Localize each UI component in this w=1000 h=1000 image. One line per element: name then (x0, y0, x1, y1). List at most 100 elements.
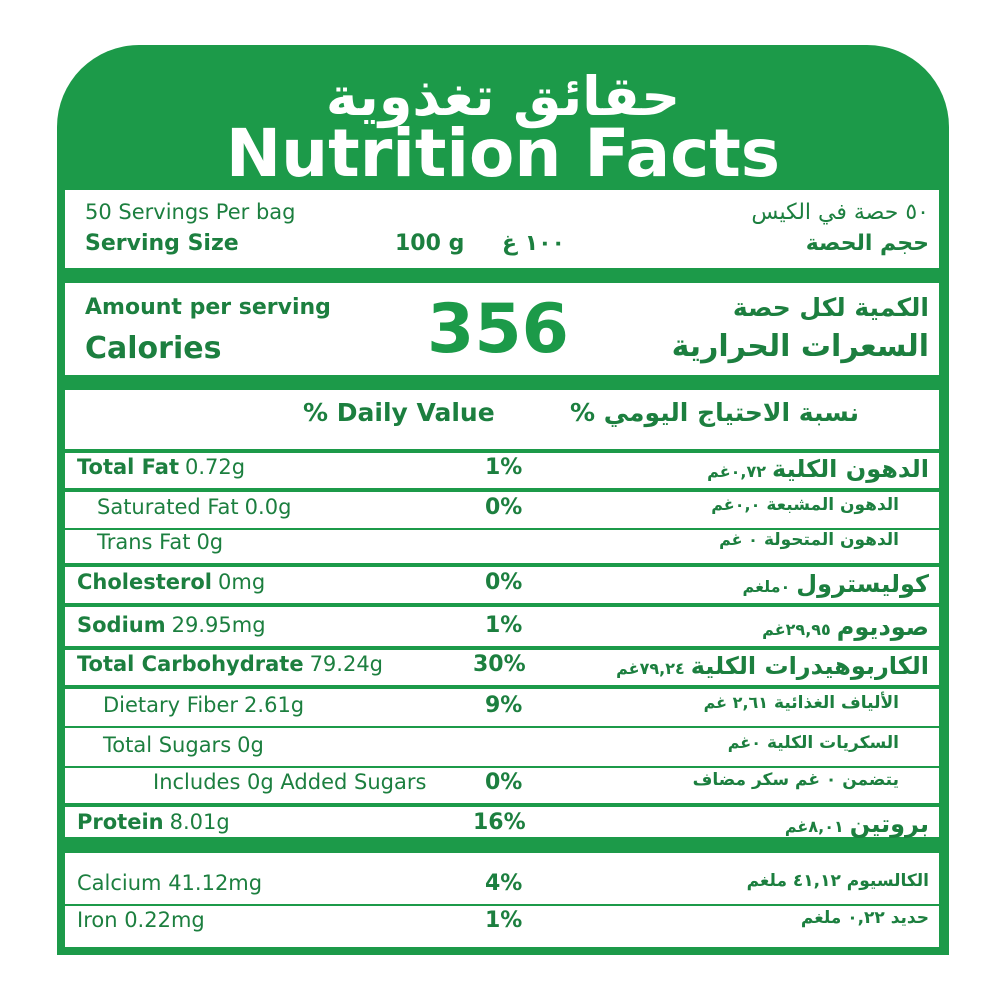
mineral-name-ar: حديد ٠,٢٢ ملغم (800, 908, 929, 928)
nutrient-name-en: Total Carbohydrate 79.24g (77, 652, 383, 676)
nutrient-name: Sodium (77, 613, 166, 637)
row-divider (65, 726, 939, 728)
nutrient-amount: 8.01g (169, 810, 230, 834)
nutrient-name-ar: الدهون المتحولة ٠ غم (719, 530, 899, 550)
nutrient-amount-arabic: ٠ غم (719, 530, 758, 549)
nutrient-amount: 0.72g (185, 455, 246, 479)
nutrient-amount: 0g (196, 530, 224, 554)
nutrient-name-en: Protein 8.01g (77, 810, 230, 834)
daily-value-header-ar: نسبة الاحتياج اليومي % (570, 398, 859, 427)
servings-per-container-en: 50 Servings Per bag (85, 200, 296, 224)
mineral-name-ar: الكالسيوم ٤١,١٢ ملغم (746, 871, 929, 891)
nutrient-amount-arabic: ٠,٧٢غم (707, 462, 767, 481)
nutrient-name-arabic: صوديوم (836, 613, 929, 641)
nutrient-percent: 0% (485, 570, 523, 595)
nutrient-name-ar: الألياف الغذائية ٢,٦١ غم (704, 693, 899, 713)
nutrient-name: Trans Fat (97, 530, 191, 554)
nutrient-name-ar: السكريات الكلية ٠غم (728, 733, 899, 753)
nutrient-percent: 9% (485, 693, 523, 718)
servings-section: 50 Servings Per bag ٥٠ حصة في الكيس Serv… (65, 190, 939, 268)
nutrient-amount: 79.24g (309, 652, 384, 676)
minerals-section: Calcium 41.12mg 4% الكالسيوم ٤١,١٢ ملغم Iro… (65, 853, 939, 947)
nutrient-name-arabic: الألياف الغذائية (774, 693, 899, 713)
nutrient-name-arabic: كوليسترول (796, 570, 929, 598)
nutrient-name: Total Fat (77, 455, 180, 479)
nutrient-amount: 29.95mg (171, 613, 266, 637)
nutrient-name-ar: كوليسترول ٠ملغم (743, 570, 929, 598)
nutrients-section: % Daily Value نسبة الاحتياج اليومي % Tot… (65, 390, 939, 838)
nutrient-amount-arabic: ٠غم (727, 733, 761, 752)
serving-size-label-ar: حجم الحصة (805, 231, 929, 256)
daily-value-header-en: % Daily Value (303, 398, 495, 427)
nutrient-name-en: Total Fat 0.72g (77, 455, 245, 479)
row-divider (65, 563, 939, 567)
amount-per-serving-en: Amount per serving (85, 295, 331, 320)
nutrient-amount-arabic: ٢,٦١ غم (703, 693, 769, 712)
nutrient-name-arabic: الكاربوهيدرات الكلية (690, 652, 929, 680)
nutrient-percent: 1% (485, 455, 523, 480)
calories-label-ar: السعرات الحرارية (671, 329, 929, 364)
row-divider (65, 646, 939, 650)
nutrient-name-arabic: الدهون المتحولة (763, 530, 899, 550)
nutrient-name-arabic: يتضمن ٠ غم سكر مضاف (692, 770, 899, 790)
nutrient-amount: 0.0g (244, 495, 292, 519)
row-divider (65, 904, 939, 906)
mineral-name-en: Iron 0.22mg (77, 908, 205, 932)
amount-per-serving-ar: الكمية لكل حصة (732, 293, 929, 322)
nutrient-name-en: Saturated Fat 0.0g (97, 495, 291, 519)
title-arabic: حقائق تغذوية (325, 65, 681, 128)
serving-size-label-en: Serving Size (85, 231, 239, 256)
nutrient-percent: 0% (485, 495, 523, 520)
nutrient-name-ar: الكاربوهيدرات الكلية ٧٩,٢٤غم (616, 652, 929, 680)
nutrient-amount-arabic: ٨,٠١غم (784, 817, 844, 836)
mineral-percent: 4% (485, 871, 523, 896)
nutrient-amount: 0g (237, 733, 264, 757)
row-divider (65, 488, 939, 492)
row-divider (65, 766, 939, 768)
nutrient-name-en: Includes 0g Added Sugars (153, 770, 432, 794)
serving-size-value-ar: ١٠٠ غ (502, 231, 565, 256)
nutrient-name-ar: بروتين ٨,٠١غم (785, 810, 929, 838)
nutrient-name: Dietary Fiber (103, 693, 239, 717)
nutrient-name-arabic: السكريات الكلية (766, 733, 899, 753)
calories-value: 356 (427, 290, 569, 369)
nutrition-label: حقائق تغذوية Nutrition Facts 50 Servings… (57, 45, 949, 955)
nutrient-amount-arabic: ٠,٠غم (711, 495, 761, 514)
nutrient-percent: 30% (473, 652, 526, 677)
nutrient-percent: 0% (485, 770, 523, 795)
mineral-percent: 1% (485, 908, 523, 933)
nutrient-name: Cholesterol (77, 570, 212, 594)
nutrient-amount-arabic: ٢٩,٩٥غم (762, 620, 831, 639)
row-divider (65, 603, 939, 607)
serving-size-value-en: 100 g (395, 231, 465, 256)
nutrient-name: Protein (77, 810, 164, 834)
servings-per-container-ar: ٥٠ حصة في الكيس (751, 200, 929, 225)
title-english: Nutrition Facts (225, 115, 781, 192)
nutrient-name-ar: يتضمن ٠ غم سكر مضاف (687, 770, 899, 790)
nutrient-name: Saturated Fat (97, 495, 239, 519)
nutrient-name-en: Trans Fat 0g (97, 530, 223, 554)
nutrient-amount: 2.61g (244, 693, 305, 717)
nutrient-percent: 1% (485, 613, 523, 638)
nutrient-name-ar: الدهون المشبعة ٠,٠غم (711, 495, 899, 515)
nutrient-name-en: Dietary Fiber 2.61g (103, 693, 304, 717)
nutrient-name-arabic: بروتين (849, 810, 929, 838)
nutrient-name-arabic: الدهون المشبعة (766, 495, 899, 515)
calories-section: Amount per serving Calories 356 الكمية ل… (65, 283, 939, 375)
mineral-name-en: Calcium 41.12mg (77, 871, 263, 895)
divider (65, 449, 939, 453)
row-divider (65, 803, 939, 807)
nutrient-name-en: Cholesterol 0mg (77, 570, 265, 594)
nutrient-name: Total Sugars (103, 733, 232, 757)
calories-label-en: Calories (85, 331, 222, 366)
nutrient-name: Includes 0g Added Sugars (153, 770, 427, 794)
nutrient-amount-arabic: ٧٩,٢٤غم (616, 659, 685, 678)
nutrient-name: Total Carbohydrate (77, 652, 304, 676)
nutrient-amount: 0mg (218, 570, 266, 594)
nutrient-name-ar: صوديوم ٢٩,٩٥غم (762, 613, 929, 641)
nutrient-name-ar: الدهون الكلية ٠,٧٢غم (707, 455, 929, 483)
nutrient-name-en: Total Sugars 0g (103, 733, 264, 757)
nutrient-name-en: Sodium 29.95mg (77, 613, 266, 637)
row-divider (65, 528, 939, 530)
nutrient-name-arabic: الدهون الكلية (772, 455, 929, 483)
